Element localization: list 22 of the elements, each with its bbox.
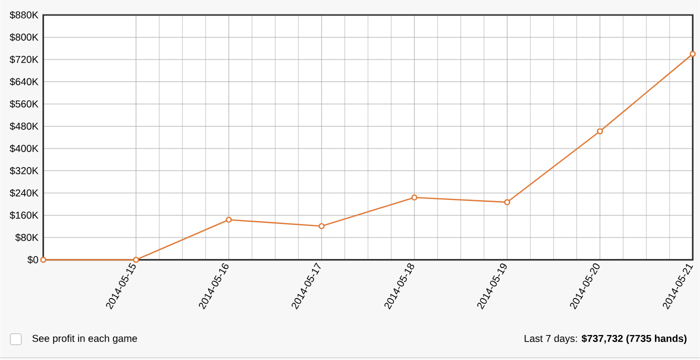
- point: [596, 128, 604, 134]
- text: Last 7 days: $737,732 (7735 hands): [524, 334, 687, 344]
- point: [40, 256, 46, 263]
- y-tick-label: $160K: [10, 211, 38, 220]
- text: See profit in each game: [32, 334, 138, 344]
- y-tick-label: $800K: [10, 33, 38, 42]
- y-tick-label: $400K: [10, 144, 38, 153]
- y-tick-label: $720K: [10, 56, 38, 64]
- point: [226, 216, 232, 223]
- y-tick-label: $240K: [10, 189, 38, 198]
- point: [411, 194, 418, 201]
- y-tick-label: $560K: [10, 100, 38, 108]
- y-tick-label: $320K: [10, 166, 38, 175]
- point: [132, 256, 140, 263]
- y-tick-label: $640K: [10, 78, 38, 86]
- y-tick-label: $880K: [10, 11, 38, 20]
- y-tick-label: $0: [28, 256, 38, 264]
- y-tick-label: $480K: [10, 122, 38, 130]
- point: [690, 51, 696, 58]
- point: [504, 199, 510, 206]
- y-tick-label: $80K: [15, 234, 38, 242]
- point: [318, 223, 325, 230]
